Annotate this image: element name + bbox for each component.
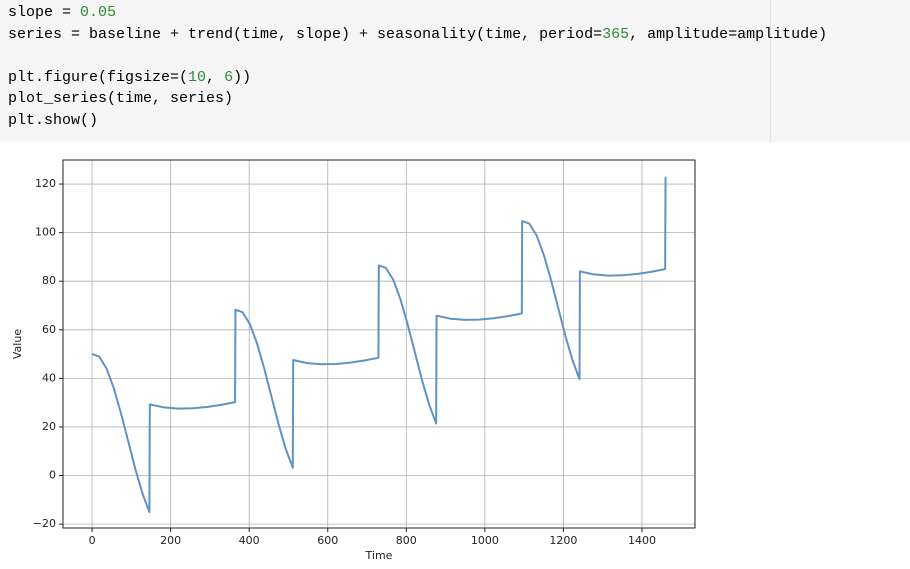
cell-divider xyxy=(770,0,771,142)
x-tick-label: 600 xyxy=(317,534,338,547)
y-tick-label: 80 xyxy=(42,274,56,287)
code-line: plot_series(time, series) xyxy=(8,88,827,110)
plot-frame xyxy=(62,159,696,529)
code-line: plt.figure(figsize=(10, 6)) xyxy=(8,67,827,89)
code-token: slope = xyxy=(8,4,81,21)
code-token: plt.figure(figsize=( xyxy=(8,68,189,86)
x-tick-label: 1000 xyxy=(471,534,499,547)
code-token: series = baseline + trend(time, slope) +… xyxy=(8,25,603,43)
x-tick-label: 200 xyxy=(160,534,181,547)
y-tick-label: 120 xyxy=(35,177,56,190)
code-token: 10 xyxy=(188,68,207,86)
x-axis-label: Time xyxy=(365,549,393,562)
code-token: plt.show() xyxy=(8,111,99,129)
x-tick-label: 1200 xyxy=(549,534,577,547)
code-line: slope = 0.05 xyxy=(8,2,827,24)
code-token: 6 xyxy=(224,68,234,86)
code-line: plt.show() xyxy=(8,110,827,132)
code-token: plot_series(time, series) xyxy=(8,90,234,108)
y-tick-label: 40 xyxy=(42,371,56,384)
x-tick-label: 400 xyxy=(239,534,260,547)
series-line xyxy=(91,176,667,514)
code-token: 365 xyxy=(602,25,630,43)
code-line: series = baseline + trend(time, slope) +… xyxy=(8,24,827,46)
y-tick-label: 0 xyxy=(49,469,56,482)
code-token: )) xyxy=(233,68,252,86)
code-token: , xyxy=(206,68,225,86)
x-tick-label: 0 xyxy=(89,534,96,547)
y-tick-label: −20 xyxy=(33,517,56,530)
x-tick-label: 1400 xyxy=(628,534,656,547)
y-axis-label: Value xyxy=(11,329,24,359)
code-cell: slope = 0.05 series = baseline + trend(ti… xyxy=(0,0,910,142)
y-tick-label: 20 xyxy=(42,420,56,433)
code-token: , amplitude=amplitude) xyxy=(629,25,828,43)
code: slope = 0.05 series = baseline + trend(ti… xyxy=(8,2,827,132)
y-tick-label: 100 xyxy=(35,226,56,239)
y-tick-label: 60 xyxy=(42,323,56,336)
code-token: 0.05 xyxy=(80,4,117,21)
x-tick-label: 800 xyxy=(396,534,417,547)
